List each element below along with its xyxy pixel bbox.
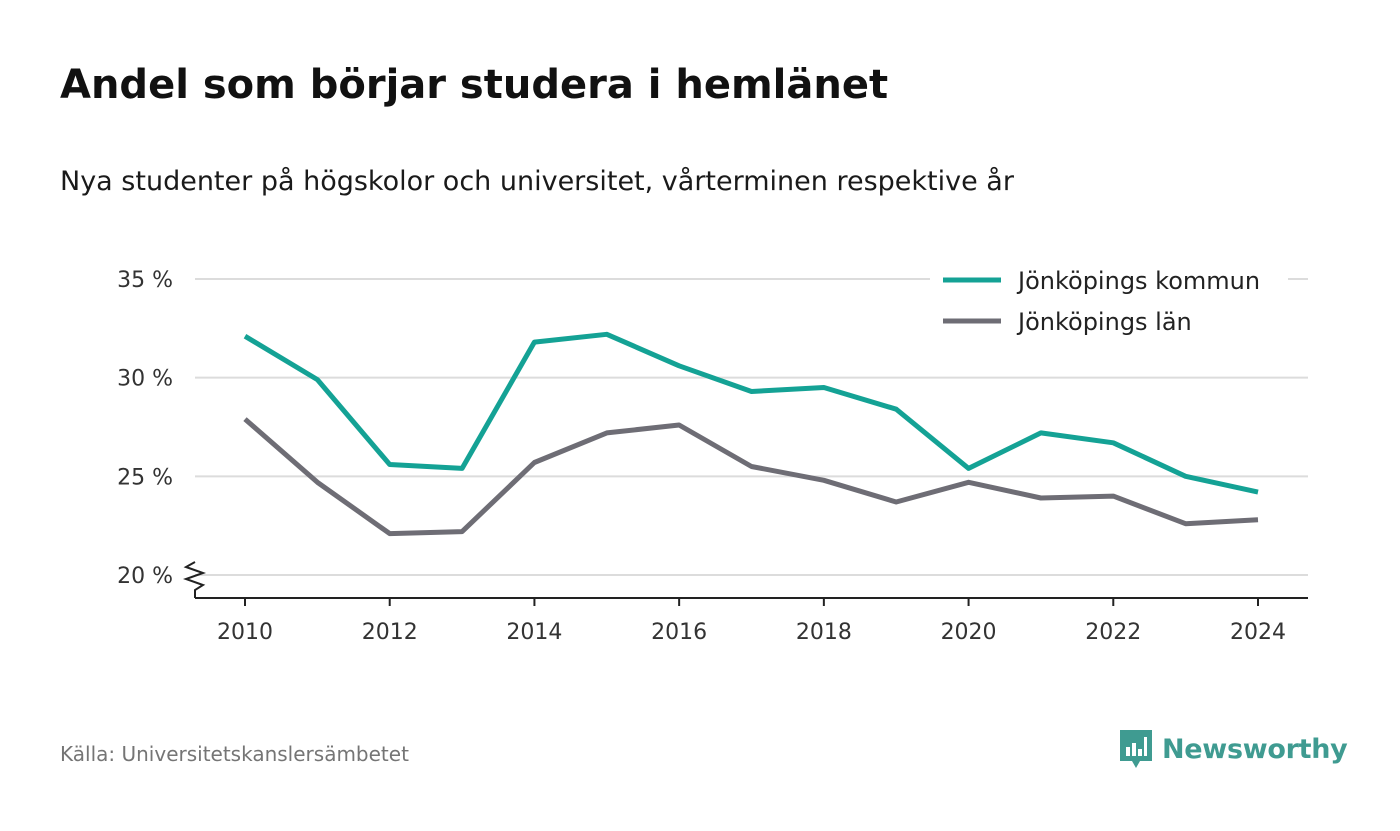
x-tick-label: 2016 [651, 620, 707, 645]
chart-title: Andel som börjar studera i hemlänet [60, 62, 889, 108]
legend-label: Jönköpings län [1016, 308, 1192, 336]
x-tick-label: 2022 [1085, 620, 1141, 645]
legend-label: Jönköpings kommun [1016, 267, 1260, 295]
y-tick-label: 25 % [117, 465, 173, 490]
x-tick-label: 2014 [506, 620, 562, 645]
x-tick-label: 2012 [362, 620, 418, 645]
brand-name: Newsworthy [1162, 733, 1348, 765]
legend-background [930, 262, 1288, 340]
y-tick-label: 20 % [117, 564, 173, 589]
x-tick-label: 2024 [1230, 620, 1286, 645]
newsworthy-logo-icon [1120, 730, 1152, 768]
x-tick-label: 2018 [796, 620, 852, 645]
series-line-jonkopings-lan [243, 417, 1259, 537]
x-tick-label: 2020 [941, 620, 997, 645]
chart-subtitle: Nya studenter på högskolor och universit… [60, 166, 1014, 197]
brand-logo: Newsworthy [1118, 728, 1348, 770]
y-tick-label: 30 % [117, 367, 173, 392]
series-line-jonkopings-kommun [243, 331, 1259, 495]
y-tick-label: 35 % [117, 268, 173, 293]
axis-break-icon [182, 561, 207, 598]
line-chart: 20 % 25 % 30 % 35 % 2010 2012 2014 2016 2018 2020… [117, 262, 1308, 645]
source-note: Källa: Universitetskanslersämbetet [60, 742, 409, 766]
x-tick-label: 2010 [217, 620, 273, 645]
